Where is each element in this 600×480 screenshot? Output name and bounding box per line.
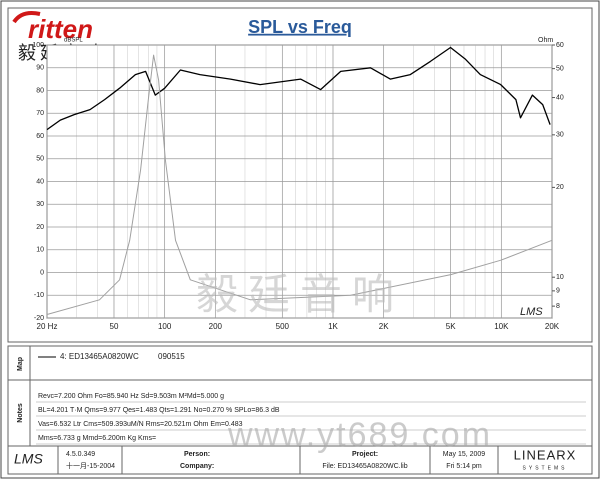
map-label: Map <box>17 357 24 371</box>
y-tick-label: 30 <box>36 201 44 208</box>
watermark: www.yt689.com <box>227 416 492 454</box>
x-tick-label: 200 <box>209 322 223 331</box>
series-line <box>46 46 551 131</box>
chart-frame <box>7 7 593 343</box>
time: Fri 5:14 pm <box>446 463 482 470</box>
y-tick-label: 20 <box>36 224 44 231</box>
brand: LINEARX <box>514 447 577 462</box>
project: Project: <box>352 451 378 458</box>
x-tick-label: 2K <box>379 322 389 331</box>
y2-tick-label: 30 <box>556 132 564 139</box>
watermark-lms: LMS <box>520 306 543 318</box>
x-tick-label: 500 <box>276 322 290 331</box>
y-tick-label: 80 <box>36 87 44 94</box>
x-tick-label: 50 <box>110 322 119 331</box>
x-tick-label: 5K <box>446 322 456 331</box>
x-tick-label: 20K <box>545 322 560 331</box>
note-line: Revc=7.200 Ohm Fo=85.940 Hz Sd=9.503m M²… <box>38 393 224 400</box>
y-tick-label: 0 <box>40 269 44 276</box>
version: 4.5.0.349 <box>66 451 95 458</box>
y2-tick-label: 40 <box>556 94 564 101</box>
notes-label: Notes <box>17 403 24 423</box>
y-tick-label: 70 <box>36 110 44 117</box>
y2-tick-label: 20 <box>556 184 564 191</box>
map-entry: 4: ED13465A0820WC <box>60 352 139 361</box>
notes: Revc=7.200 Ohm Fo=85.940 Hz Sd=9.503m M²… <box>36 393 586 445</box>
watermark: 毅廷音响 <box>196 271 404 318</box>
logo-swoosh <box>12 11 41 24</box>
logo: ritten <box>28 14 93 44</box>
y-tick-label: 10 <box>36 247 44 254</box>
y-tick-label: 50 <box>36 156 44 163</box>
person: Person: <box>184 451 210 458</box>
brand-sub: SYSTEMS <box>523 465 568 471</box>
file: File: ED13465A0820WC.lib <box>322 463 407 470</box>
y-tick-label: 100 <box>32 42 44 49</box>
y2-tick-label: 60 <box>556 42 564 49</box>
plot: 20 Hz 50 100 200 500 1K 2K 5K 10K 20K -20 -10 0 10 20 3… <box>32 42 564 331</box>
x-tick-label: 20 Hz <box>37 322 58 331</box>
y-tick-label: 60 <box>36 133 44 140</box>
y2-tick-label: 10 <box>556 274 564 281</box>
note-line: BL=4.201 T·M Qms=9.977 Qes=1.483 Qts=1.2… <box>38 407 280 414</box>
date: May 15, 2009 <box>443 451 486 458</box>
chart-title: SPL vs Freq <box>248 17 352 37</box>
y-tick-label: -10 <box>34 292 44 299</box>
map-date: 090515 <box>158 352 185 361</box>
y2-tick-label: 8 <box>556 303 560 310</box>
map-panel <box>7 345 593 381</box>
company: Company: <box>180 463 214 470</box>
y-tick-label: 40 <box>36 178 44 185</box>
note-line: Mms=6.733 g Mmd=6.200m Kg Kms= <box>38 435 156 442</box>
x-tick-label: 100 <box>158 322 172 331</box>
series-line <box>46 54 553 315</box>
y2-tick-label: 9 <box>556 288 560 295</box>
x-tick-label: 1K <box>328 322 338 331</box>
build-date: 十一月-15-2004 <box>66 461 115 470</box>
x-tick-label: 10K <box>494 322 509 331</box>
y-tick-label: 90 <box>36 65 44 72</box>
y2-tick-label: 50 <box>556 65 564 72</box>
y2-axis-label: Ohm <box>538 37 553 44</box>
y-tick-label: -20 <box>34 315 44 322</box>
note-line: Vas=6.532 Ltr Cms=509.393uM/N Rms=20.521… <box>38 421 243 428</box>
y-axis-label: dBSPL <box>64 38 83 44</box>
footer-logo: LMS <box>14 451 43 467</box>
